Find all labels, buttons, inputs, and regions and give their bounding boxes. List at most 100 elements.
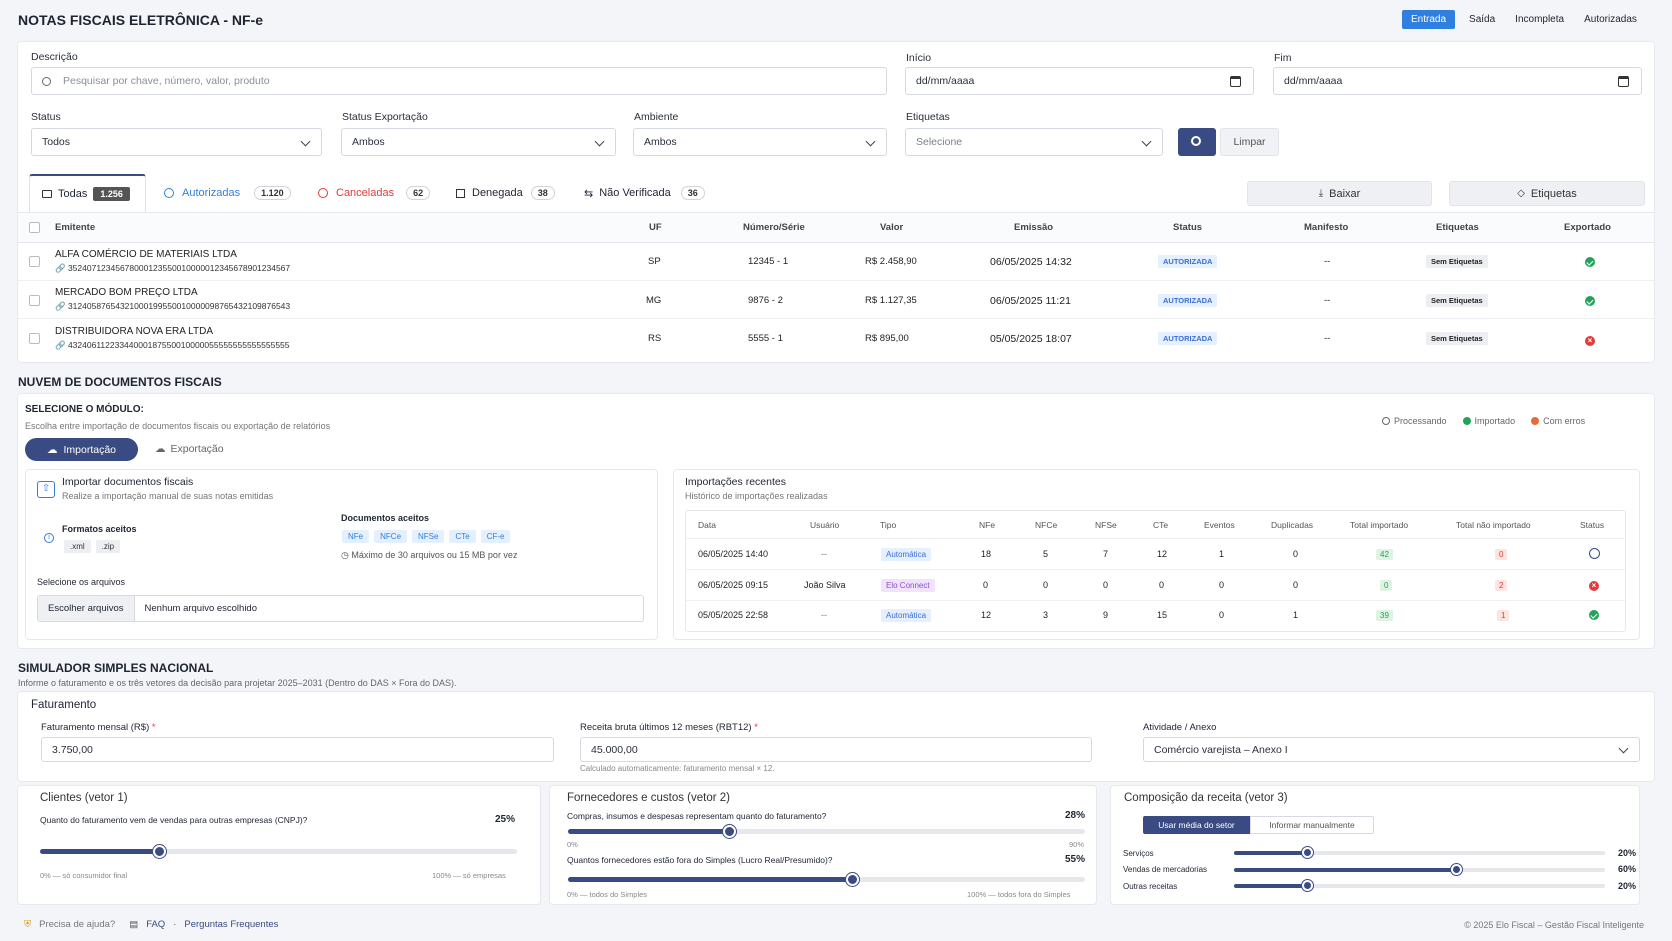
calendar-icon[interactable] [1230,76,1241,87]
recent-panel [673,469,1640,640]
fim-date-input[interactable]: dd/mm/aaaa [1273,67,1642,95]
tab-todas[interactable]: Todas 1.256 [29,174,146,212]
status-badge: AUTORIZADA [1158,332,1218,345]
v3-slider-handle[interactable] [1450,864,1462,875]
v1-slider-handle[interactable] [153,845,167,858]
v3-slider-handle[interactable] [1302,880,1314,891]
chave: 🔗 31240587654321000199550010000098765432… [55,301,290,312]
status-value: Todos [42,136,71,148]
tab-canceladas-filter[interactable]: Canceladas 62 [318,186,431,200]
tab-autorizadas-filter[interactable]: Autorizadas 1.120 [164,186,291,200]
clock-icon [1382,417,1390,425]
r-tipo: Automática [881,548,932,561]
row-checkbox[interactable] [29,295,40,306]
usar-media-button[interactable]: Usar média do setor [1143,816,1250,834]
r-cte: 12 [1157,549,1168,559]
processing-icon [1589,548,1600,559]
tab-autorizadas[interactable]: Autorizadas [1584,14,1637,25]
file-input[interactable]: Escolher arquivos Nenhum arquivo escolhi… [37,595,644,622]
r-data: 06/05/2025 09:15 [698,580,769,590]
chave-value: 3524071234567800012355001000001234567890… [67,263,291,273]
ambiente-value: Ambos [644,136,677,148]
v2-slider-1-handle[interactable] [722,825,736,838]
importacao-button[interactable]: ☁ Importação [25,438,138,461]
tab-entrada[interactable]: Entrada [1402,10,1456,29]
r-usuario: -- [821,610,827,620]
fim-value: dd/mm/aaaa [1284,75,1343,87]
error-status-icon: × [1589,579,1599,591]
uf: SP [648,256,661,267]
numero: 5555 - 1 [748,333,783,344]
tab-denegada-filter[interactable]: Denegada 38 [456,186,555,200]
select-all-checkbox[interactable] [29,222,40,233]
fat-mensal-label: Faturamento mensal (R$) * [41,722,156,733]
tab-saida[interactable]: Saída [1469,14,1496,25]
search-button[interactable] [1178,128,1216,156]
fat-mensal-value: 3.750,00 [52,743,93,756]
v1-min: 0% — só consumidor final [40,871,128,880]
status-select[interactable]: Todos [31,128,322,156]
r-imp: 42 [1376,548,1393,560]
v3-slider-outras[interactable] [1234,880,1605,891]
col-etiquetas: Etiquetas [1436,222,1479,233]
calendar-icon[interactable] [1618,76,1629,87]
col-emitente: Emitente [55,222,96,233]
upload-icon: ⇧ [37,481,55,498]
fim-label: Fim [1274,52,1292,64]
tab-nao-verificada-filter[interactable]: ⇆ Não Verificada 36 [584,186,705,200]
row-checkbox[interactable] [29,333,40,344]
legend-erros-label: Com erros [1543,416,1586,426]
atividade-select[interactable]: Comércio varejista – Anexo I [1143,737,1640,762]
fat-mensal-label-text: Faturamento mensal (R$) [41,722,150,733]
info-icon: i [44,533,54,543]
v1-slider[interactable] [40,845,517,858]
emissao: 06/05/2025 14:32 [990,256,1072,268]
v2-slider-2[interactable] [568,873,1085,886]
row-checkbox[interactable] [29,256,40,267]
search-placeholder: Pesquisar por chave, número, valor, prod… [63,75,270,87]
etiquetas-button[interactable]: ◇ Etiquetas [1449,181,1645,206]
limpar-button[interactable]: Limpar [1220,128,1279,156]
search-input[interactable]: Pesquisar por chave, número, valor, prod… [31,67,887,95]
choose-files-button[interactable]: Escolher arquivos [38,596,135,621]
perguntas-link[interactable]: Perguntas Frequentes [184,919,279,930]
v3-item-label: Outras receitas [1123,882,1178,891]
informar-manual-button[interactable]: Informar manualmente [1250,816,1374,834]
exportacao-button[interactable]: ☁ Exportação [155,443,224,455]
etiquetas-select[interactable]: Selecione [905,128,1163,156]
v2-slider-2-handle[interactable] [846,873,860,886]
inicio-date-input[interactable]: dd/mm/aaaa [905,67,1254,95]
numero: 12345 - 1 [748,256,789,267]
ambiente-select[interactable]: Ambos [633,128,887,156]
required-marker: * [151,722,156,733]
v3-slider-mercadorias[interactable] [1234,864,1605,875]
v2-q1: Compras, insumos e despesas representam … [567,811,827,821]
faq-link[interactable]: FAQ [146,919,166,930]
rcol-total-nao-importado: Total não importado [1456,520,1531,530]
manifesto: -- [1324,295,1331,306]
check-icon [1462,417,1471,425]
doc-cfe: CF-e [480,530,511,543]
v3-slider-handle[interactable] [1302,847,1314,858]
header-tabs: Entrada Saída Incompleta Autorizadas [1402,10,1643,29]
baixar-button[interactable]: ⤓ Baixar [1247,181,1432,206]
r-tipo: Elo Connect [881,579,935,592]
r-nfe: 0 [983,580,989,590]
fat-mensal-input[interactable]: 3.750,00 [41,737,554,762]
v3-slider-servicos[interactable] [1234,847,1605,858]
v2-slider-1[interactable] [568,825,1085,838]
required-marker: * [754,722,758,733]
r-imp-text: 39 [1376,610,1393,621]
tab-incompleta[interactable]: Incompleta [1515,14,1565,25]
v2-p1: 28% [1065,810,1086,821]
col-uf: UF [649,222,662,233]
baixar-label: Baixar [1329,187,1361,200]
r-dup: 0 [1293,549,1299,559]
swap-icon: ⇆ [584,187,594,200]
r-nfse: 9 [1103,610,1109,620]
rbt-input[interactable]: 45.000,00 [580,737,1092,762]
status-exportacao-select[interactable]: Ambos [341,128,616,156]
r-nfce: 0 [1043,580,1049,590]
block-icon [456,188,465,198]
faturamento-title: Faturamento [31,699,97,711]
